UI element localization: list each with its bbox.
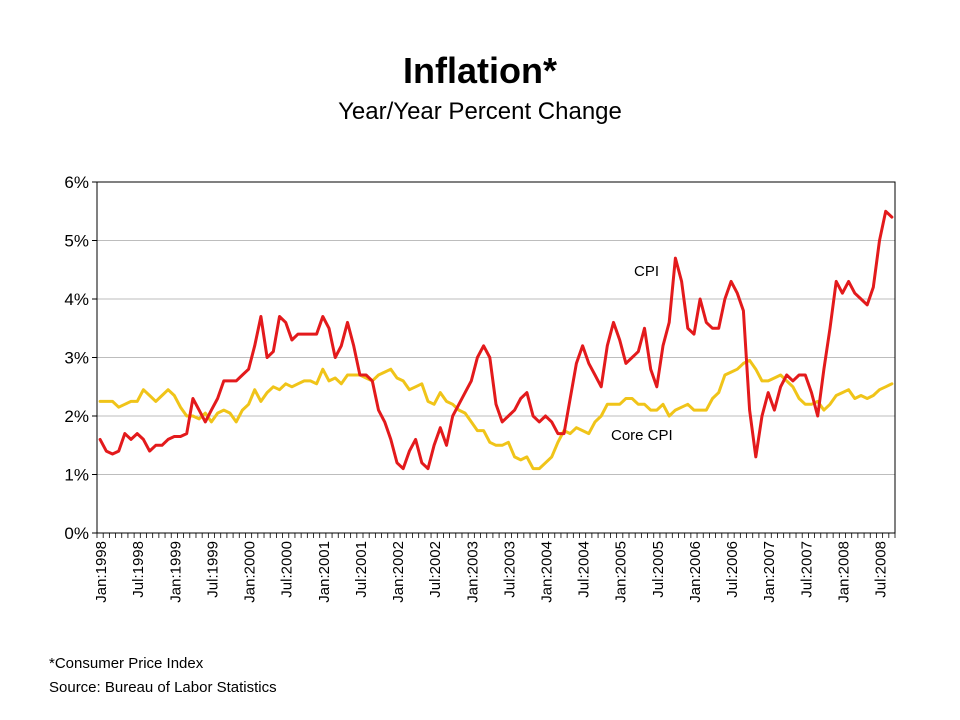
x-tick-label: Jan:2008 [835, 541, 852, 603]
x-tick-label: Jul:2008 [873, 541, 890, 598]
x-tick-label: Jul:2000 [279, 541, 296, 598]
x-tick-label: Jul:2006 [724, 541, 741, 598]
core-cpi-line [98, 358, 894, 471]
gridlines [97, 240, 895, 475]
chart-subtitle: Year/Year Percent Change [338, 98, 622, 125]
core-cpi-series-label: Core CPI [611, 427, 673, 444]
y-tick-label: 0% [64, 524, 89, 543]
x-tick-label: Jul:2002 [427, 541, 444, 598]
source-note: Source: Bureau of Labor Statistics [49, 679, 277, 696]
x-tick-label: Jul:2001 [353, 541, 370, 598]
x-tick-label: Jan:2006 [687, 541, 704, 603]
x-tick-label: Jul:2007 [798, 541, 815, 598]
x-tick-label: Jan:2002 [390, 541, 407, 603]
chart-title: Inflation* [403, 50, 557, 91]
x-tick-label: Jul:2004 [576, 541, 593, 598]
cpi-series-label: CPI [634, 263, 659, 280]
y-tick-label: 1% [64, 466, 89, 485]
x-tick-label: Jul:1999 [204, 541, 221, 598]
y-axis: 0% 1% 2% 3% 4% 5% 6% [64, 173, 97, 543]
inflation-line-chart: 0%1%2%3%4%5%6% Jan:1998 Jul:1998 Jan:1999 J… [64, 173, 896, 603]
y-tick-label: 2% [64, 407, 89, 426]
x-tick-label: Jul:1998 [130, 541, 147, 598]
y-tick-label: 3% [64, 349, 89, 368]
x-tick-label: Jan:1998 [93, 541, 110, 603]
series-lines [98, 209, 894, 471]
x-tick-label: Jan:2000 [242, 541, 259, 603]
x-tick-label: Jan:2004 [538, 541, 555, 603]
x-tick-label: Jan:2001 [316, 541, 333, 603]
x-tick-label: Jan:2003 [464, 541, 481, 603]
x-tick-label: Jan:2007 [761, 541, 778, 603]
y-tick-label: 6% [64, 173, 89, 192]
x-tick-label: Jan:2005 [613, 541, 630, 603]
y-tick-label: 4% [64, 290, 89, 309]
x-axis: Jan:1998 Jul:1998 Jan:1999 Jul:1999 Jan:2000… [93, 533, 896, 603]
x-tick-label: Jul:2003 [501, 541, 518, 598]
cpi-line [98, 209, 894, 471]
footnote: *Consumer Price Index [49, 655, 204, 672]
x-tick-label: Jul:2005 [650, 541, 667, 598]
y-tick-label: 5% [64, 232, 89, 251]
x-tick-label: Jan:1999 [167, 541, 184, 603]
